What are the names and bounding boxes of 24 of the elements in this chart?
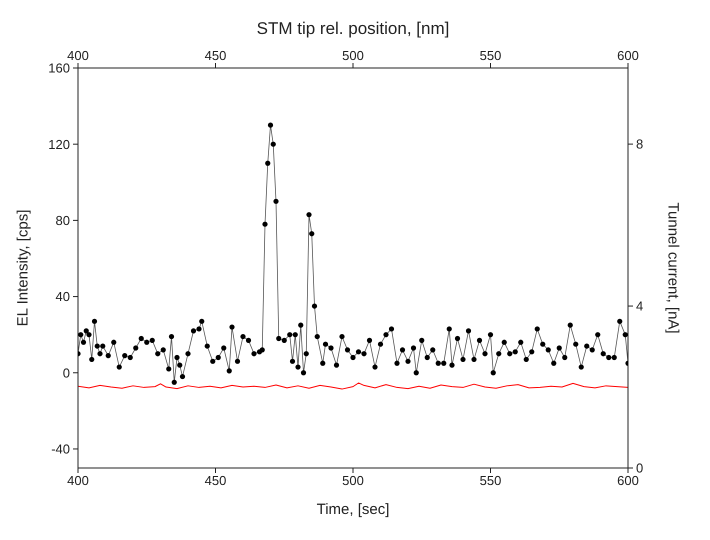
y2-axis-title: Tunnel current, [nA] [664,202,682,334]
x-tick-label: 500 [342,48,364,63]
y-tick-label: 120 [48,136,70,152]
y-tick-label: -40 [51,442,70,457]
x2-tick-label: 400 [67,473,89,488]
y-axis-title: EL Intensity, [cps] [14,210,32,326]
x2-tick-label: 450 [204,473,226,488]
y2-tick-label: 0 [636,460,644,476]
line-series [78,382,628,390]
x-axis-title: Time, [sec] [316,501,390,518]
y-tick-label: 40 [56,289,70,304]
x-tick-label: 600 [617,48,639,63]
x-tick-label: 550 [480,48,502,63]
x2-tick-label: 550 [480,473,502,488]
y-tick-label: 80 [56,212,70,228]
y-tick-label: 0 [62,365,70,380]
x-tick-label: 450 [204,48,226,63]
y2-tick-label: 8 [636,136,644,152]
x2-tick-label: 600 [617,473,639,488]
x2-axis-title: STM tip rel. position, [nm] [256,19,450,38]
y-tick-label: 160 [48,60,70,76]
y2-tick-label: 4 [636,298,644,314]
x-tick-label: 400 [67,48,89,63]
x2-tick-label: 500 [342,473,364,488]
